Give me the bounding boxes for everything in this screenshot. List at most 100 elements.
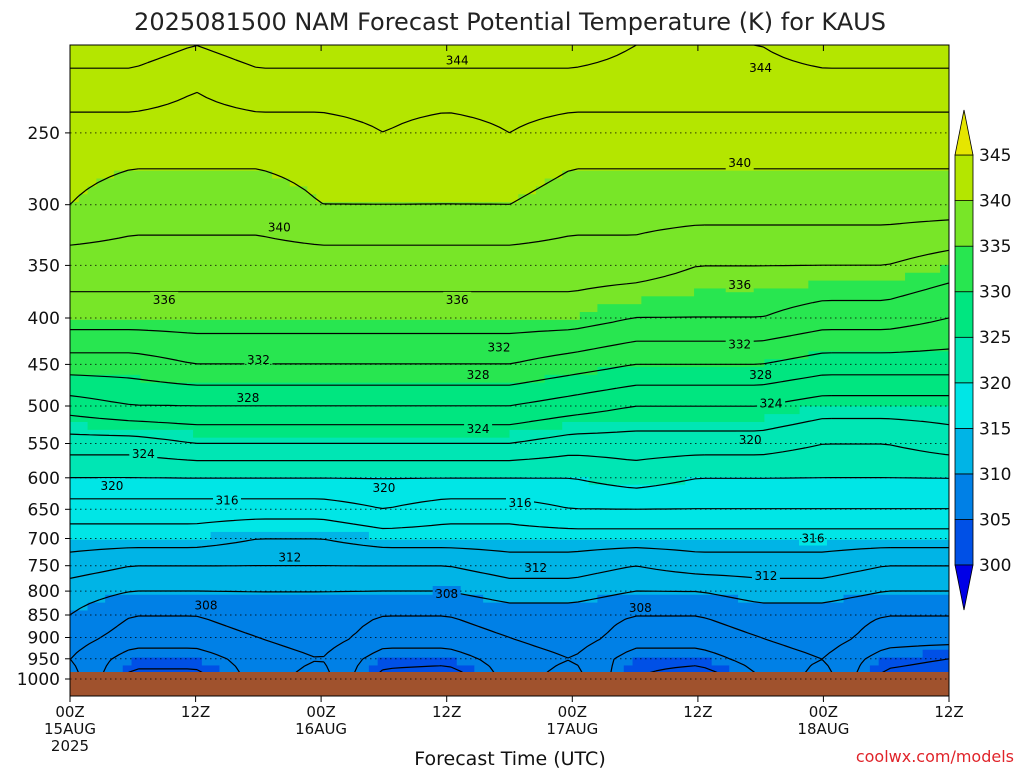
contour-label-backdrop xyxy=(97,478,126,494)
contour-label: 328 xyxy=(236,391,259,405)
y-tick-label: 650 xyxy=(28,500,60,520)
theta-shade-cell xyxy=(70,406,801,415)
theta-shade-cell xyxy=(70,610,949,619)
theta-shade-cell xyxy=(140,374,546,384)
contour-label: 336 xyxy=(153,293,176,307)
contour-label: 316 xyxy=(509,496,532,510)
contour-label-group: 344 xyxy=(746,60,775,75)
colorbar-high-extension xyxy=(954,109,974,156)
theta-shade-cell xyxy=(70,45,949,54)
theta-shade-cell xyxy=(70,563,949,572)
theta-shade-cell xyxy=(70,225,949,235)
theta-shade-cell xyxy=(70,476,590,486)
theta-shade-cell xyxy=(70,602,89,612)
theta-shade-cell xyxy=(922,649,949,659)
theta-shade-cell xyxy=(70,170,115,180)
contour-label-backdrop xyxy=(192,597,220,613)
contour-label-group: 308 xyxy=(192,597,220,613)
y-tick-label: 350 xyxy=(28,256,60,276)
theta-shade-cell xyxy=(70,296,642,305)
contour-line-330 xyxy=(70,348,949,386)
theta-shade-cell xyxy=(70,115,949,125)
contour-label-backdrop xyxy=(725,277,754,293)
plot-frame xyxy=(69,44,950,697)
x-tick-label: 15AUG xyxy=(44,720,96,738)
colorbar-bin xyxy=(954,154,974,201)
theta-shade-cell xyxy=(70,461,949,470)
theta-shade-cell xyxy=(70,123,949,132)
contour-label-backdrop xyxy=(746,60,775,75)
x-tick-label: 12Z xyxy=(934,703,963,721)
theta-shade-cell xyxy=(694,288,949,297)
theta-shade-cell xyxy=(201,657,379,667)
colorbar-label: 335 xyxy=(979,237,1011,257)
colorbar-label: 320 xyxy=(979,374,1011,394)
theta-shade-cell xyxy=(597,594,739,604)
colorbar-bin xyxy=(954,336,974,384)
theta-shade-cell xyxy=(711,657,880,667)
x-tick-label: 12Z xyxy=(432,703,461,721)
colorbar-label: 340 xyxy=(979,192,1011,212)
y-tick-label: 950 xyxy=(28,650,60,670)
y-tick-label: 250 xyxy=(28,124,60,144)
contour-label-backdrop xyxy=(464,420,493,436)
colorbar: 300 305 310 315 320 325 330 335 340 345 xyxy=(954,109,1011,611)
contour-label-backdrop xyxy=(369,480,398,496)
chart-title: 2025081500 NAM Forecast Potential Temper… xyxy=(134,8,886,36)
contour-label-backdrop xyxy=(129,446,158,462)
contour-label-group: 336 xyxy=(725,277,754,293)
theta-shade-cell xyxy=(905,272,949,282)
theta-shade-cell xyxy=(70,202,949,211)
theta-shade-cell xyxy=(70,178,97,187)
theta-shade-cell xyxy=(70,649,924,659)
x-tick-label: 00Z xyxy=(558,703,587,721)
theta-shade-cell xyxy=(105,594,484,604)
y-tick-label: 900 xyxy=(28,629,60,649)
theta-shade-cell xyxy=(70,52,949,62)
x-tick-label: 17AUG xyxy=(546,720,598,738)
x-tick-label: 12Z xyxy=(181,703,210,721)
contour-label: 312 xyxy=(524,561,547,575)
y-tick-label: 850 xyxy=(28,606,60,626)
y-tick-label: 400 xyxy=(28,309,60,329)
contour-label: 332 xyxy=(488,341,511,355)
contour-label-backdrop xyxy=(485,339,513,355)
theta-shade-cell xyxy=(70,398,949,407)
contour-label: 320 xyxy=(100,479,123,493)
theta-shade-cell xyxy=(588,476,686,486)
contour-label-backdrop xyxy=(443,52,472,68)
colorbar-bin xyxy=(954,382,974,429)
contour-label-backdrop xyxy=(725,155,754,171)
contour-label-group: 328 xyxy=(746,366,775,382)
theta-shade-cell xyxy=(70,382,949,392)
theta-shade-cell xyxy=(87,421,563,431)
colorbar-label: 300 xyxy=(979,556,1011,576)
contour-label-backdrop xyxy=(736,431,765,447)
x-tick-label: 16AUG xyxy=(295,720,347,738)
theta-shade-cell xyxy=(70,288,695,297)
contour-line-342 xyxy=(70,91,949,134)
source-credit[interactable]: coolwx.com/models xyxy=(856,747,1014,766)
theta-shade-cell xyxy=(70,421,89,431)
contour-label-group: 320 xyxy=(97,478,126,494)
colorbar-bin xyxy=(954,291,974,338)
contour-label-group: 328 xyxy=(233,390,262,405)
x-tick-label: 00Z xyxy=(809,703,838,721)
theta-shade-cell xyxy=(289,178,546,187)
contour-label-group: 312 xyxy=(521,559,550,575)
colorbar-bin xyxy=(954,427,974,475)
contour-label-group: 324 xyxy=(464,420,493,436)
colorbar-bin xyxy=(954,473,974,520)
theta-shade-cell xyxy=(623,665,730,674)
theta-shade-cell xyxy=(70,390,949,400)
contour-label-group: 332 xyxy=(725,336,754,352)
contour-label-backdrop xyxy=(265,219,294,235)
x-tick-label: 12Z xyxy=(683,703,712,721)
contour-label: 336 xyxy=(728,278,751,292)
theta-shade-cell xyxy=(70,76,949,85)
theta-shade-cell xyxy=(597,304,949,313)
theta-shade-cell xyxy=(307,186,537,195)
theta-shade-cell xyxy=(843,594,949,604)
